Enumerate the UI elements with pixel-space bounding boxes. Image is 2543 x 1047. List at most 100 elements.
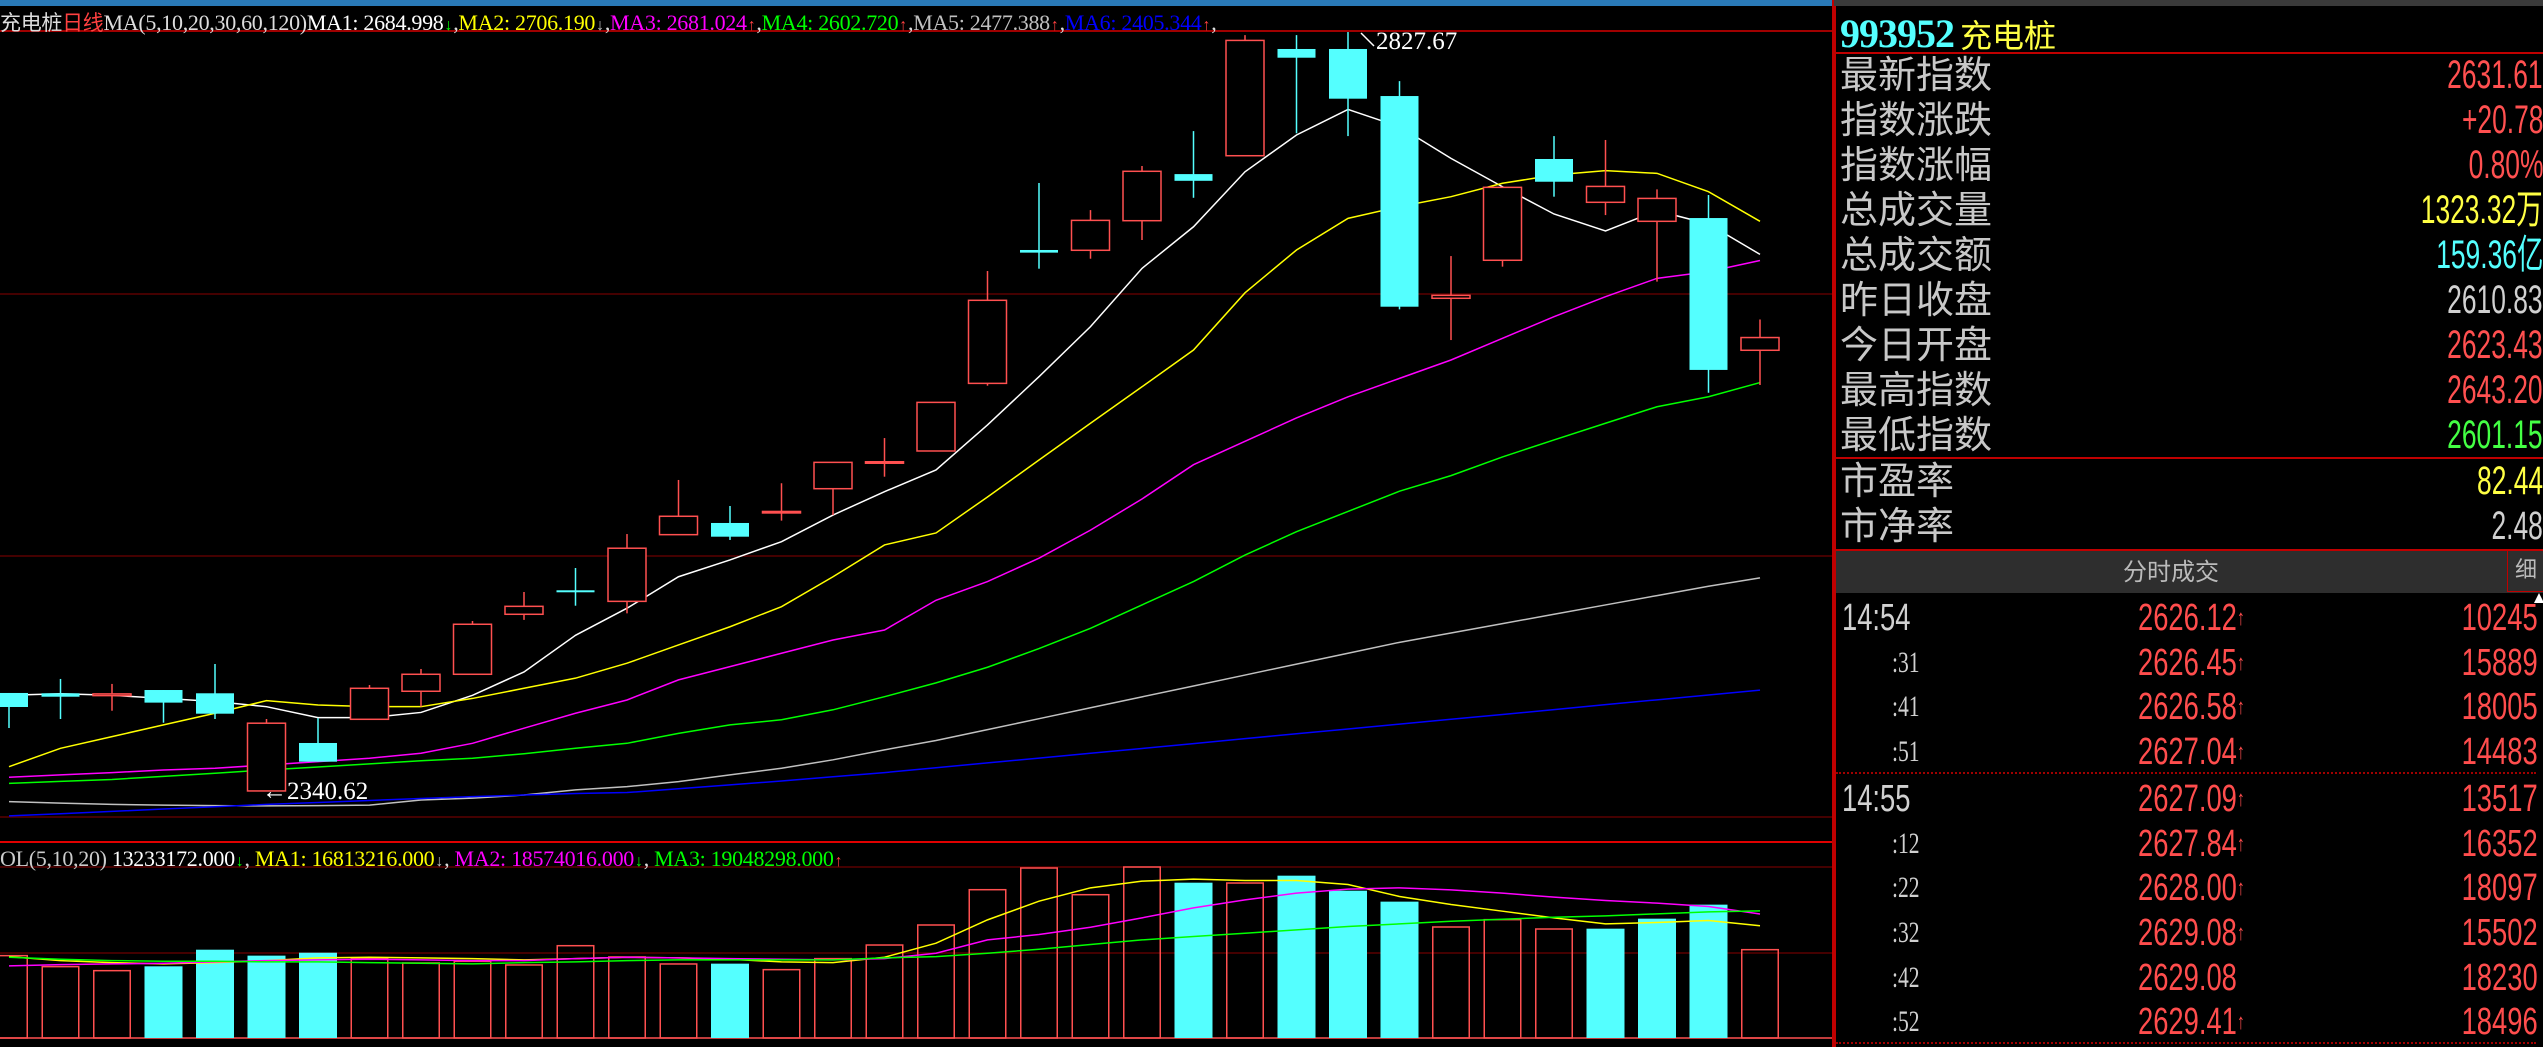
- quote-row: 最新指数 2631.61: [1840, 53, 2543, 97]
- candle-body: [144, 690, 183, 703]
- volume-bar: [711, 963, 749, 1038]
- panel-title-bar: [1834, 0, 2543, 6]
- legend-ma4-value: 2602.720: [818, 10, 899, 35]
- volume-bar: [196, 949, 234, 1038]
- quote-row: 总成交量 1323.32万: [1840, 188, 2543, 232]
- tick-time: :51: [1892, 735, 1920, 769]
- scroll-up-icon[interactable]: [2534, 593, 2543, 603]
- candle: [1535, 136, 1573, 197]
- candle-body: [1431, 294, 1471, 300]
- legend-ma3-value: 2681.024: [666, 10, 747, 35]
- tick-price: 2626.45↑: [2138, 641, 2245, 685]
- high-price-annotation: 2827.67: [1376, 28, 1458, 55]
- volume-ma-lines: [8, 878, 1761, 967]
- quote-value: 2610.83: [2447, 278, 2543, 322]
- tick-volume: 18496: [2461, 1001, 2538, 1044]
- legend-separator: ,: [444, 846, 450, 871]
- candle: [607, 534, 647, 614]
- tick-price: 2628.00↑: [2138, 866, 2245, 910]
- candle-body: [1225, 39, 1265, 157]
- ratio-label: 市净率: [1840, 504, 1955, 548]
- quote-row: 最高指数 2643.20: [1840, 368, 2543, 412]
- candle-body: [761, 510, 802, 514]
- volume-legend-ma1-value: 16813216.000: [311, 846, 435, 871]
- tick-row[interactable]: 14:54 2626.12↑ 10245: [1840, 596, 2538, 640]
- volume-bar: [1638, 918, 1676, 1038]
- legend-ma1-value: 2684.998: [363, 10, 444, 35]
- candle: [299, 718, 337, 762]
- tick-row[interactable]: :52 2629.41↑ 18496: [1840, 1000, 2538, 1044]
- candle-body: [1277, 48, 1316, 58]
- ticks-tab-header[interactable]: 分时成交 细: [1836, 551, 2543, 593]
- quote-header: 993952 充电桩: [1840, 10, 2056, 56]
- quote-label: 指数涨幅: [1840, 143, 1993, 187]
- minute-divider: [1836, 1042, 2536, 1044]
- volume-ma2-line: [8, 887, 1761, 967]
- candles: [0, 32, 1780, 792]
- tick-row[interactable]: :31 2626.45↑ 15889: [1840, 641, 2538, 685]
- legend-ma5-value: 2477.388: [969, 10, 1050, 35]
- tick-price: 2629.08: [2138, 956, 2237, 1000]
- index-code: 993952: [1840, 11, 1955, 56]
- tick-time: :42: [1892, 960, 1920, 994]
- detail-button[interactable]: 细: [2507, 551, 2543, 592]
- candle: [556, 568, 595, 606]
- ma6-line: [8, 689, 1761, 817]
- candle: [1070, 210, 1111, 259]
- legend-separator: ,: [1059, 10, 1066, 35]
- candle-body: [504, 605, 544, 616]
- tick-row[interactable]: :42 2629.08 18230: [1840, 956, 2538, 1000]
- quote-label: 总成交量: [1840, 188, 1993, 232]
- volume-bar: [917, 924, 955, 1039]
- tick-price-value: 2626.58: [2138, 686, 2237, 729]
- quote-row: 今日开盘 2623.43: [1840, 323, 2543, 367]
- tick-row[interactable]: :41 2626.58↑ 18005: [1840, 685, 2538, 729]
- legend-separator: ,: [756, 10, 762, 35]
- volume-legend-ma1-label: MA1:: [254, 846, 307, 871]
- tick-price: 2629.41↑: [2138, 1000, 2245, 1044]
- quote-value: 2631.61: [2447, 53, 2543, 97]
- tick-row[interactable]: :51 2627.04↑ 14483: [1840, 730, 2538, 774]
- ma1-line: [8, 108, 1761, 719]
- candle: [504, 592, 544, 620]
- quote-value: 1323.32万: [2421, 188, 2543, 232]
- candle: [1380, 81, 1419, 310]
- quote-row: 最低指数 2601.15: [1840, 413, 2543, 457]
- legend-ma6-label: MA6:: [1064, 10, 1117, 35]
- tick-price-value: 2627.04: [2138, 731, 2237, 774]
- candle: [196, 663, 234, 719]
- tick-time: :41: [1892, 690, 1920, 724]
- minute-divider: [1836, 772, 2536, 774]
- kline-chart[interactable]: [0, 0, 1834, 1047]
- candle-body: [607, 547, 647, 603]
- candle: [1482, 186, 1523, 267]
- volume-bar: [1380, 901, 1419, 1038]
- legend-separator: ,: [1211, 10, 1217, 35]
- tick-row[interactable]: :22 2628.00↑ 18097: [1840, 866, 2538, 910]
- volume-bar: [350, 957, 389, 1039]
- volume-bar: [1277, 875, 1316, 1038]
- candle-body: [41, 693, 80, 697]
- tick-volume: 13517: [2461, 777, 2538, 820]
- candle: [1277, 35, 1316, 134]
- legend-ma5-label: MA5:: [913, 10, 965, 35]
- legend-ma3-trend-icon: ↑: [747, 17, 756, 34]
- legend-title: 充电桩: [0, 11, 63, 35]
- legend-ma1-trend-icon: ↓: [444, 17, 453, 34]
- candle: [1174, 131, 1213, 198]
- candle-body: [1020, 249, 1058, 253]
- tick-row[interactable]: :12 2627.84↑ 16352: [1840, 822, 2538, 866]
- candle-body: [1585, 185, 1626, 204]
- ticks-tab-title[interactable]: 分时成交: [2123, 558, 2219, 586]
- ratio-row: 市净率 2.48: [1840, 504, 2543, 548]
- quote-label: 最高指数: [1840, 368, 1993, 412]
- arrow-left-icon: ←: [262, 778, 287, 805]
- tick-price-value: 2626.12: [2138, 597, 2237, 639]
- candle-body: [452, 623, 493, 676]
- candle-body: [1689, 218, 1728, 370]
- tick-row[interactable]: 14:55 2627.09↑ 13517: [1840, 777, 2538, 821]
- tick-row[interactable]: :32 2629.08↑ 15502: [1840, 911, 2538, 955]
- ma2-line: [8, 169, 1761, 768]
- quote-row: 总成交额 159.36亿: [1840, 233, 2543, 277]
- volume-legend-ma3-trend-icon: ↑: [834, 853, 843, 870]
